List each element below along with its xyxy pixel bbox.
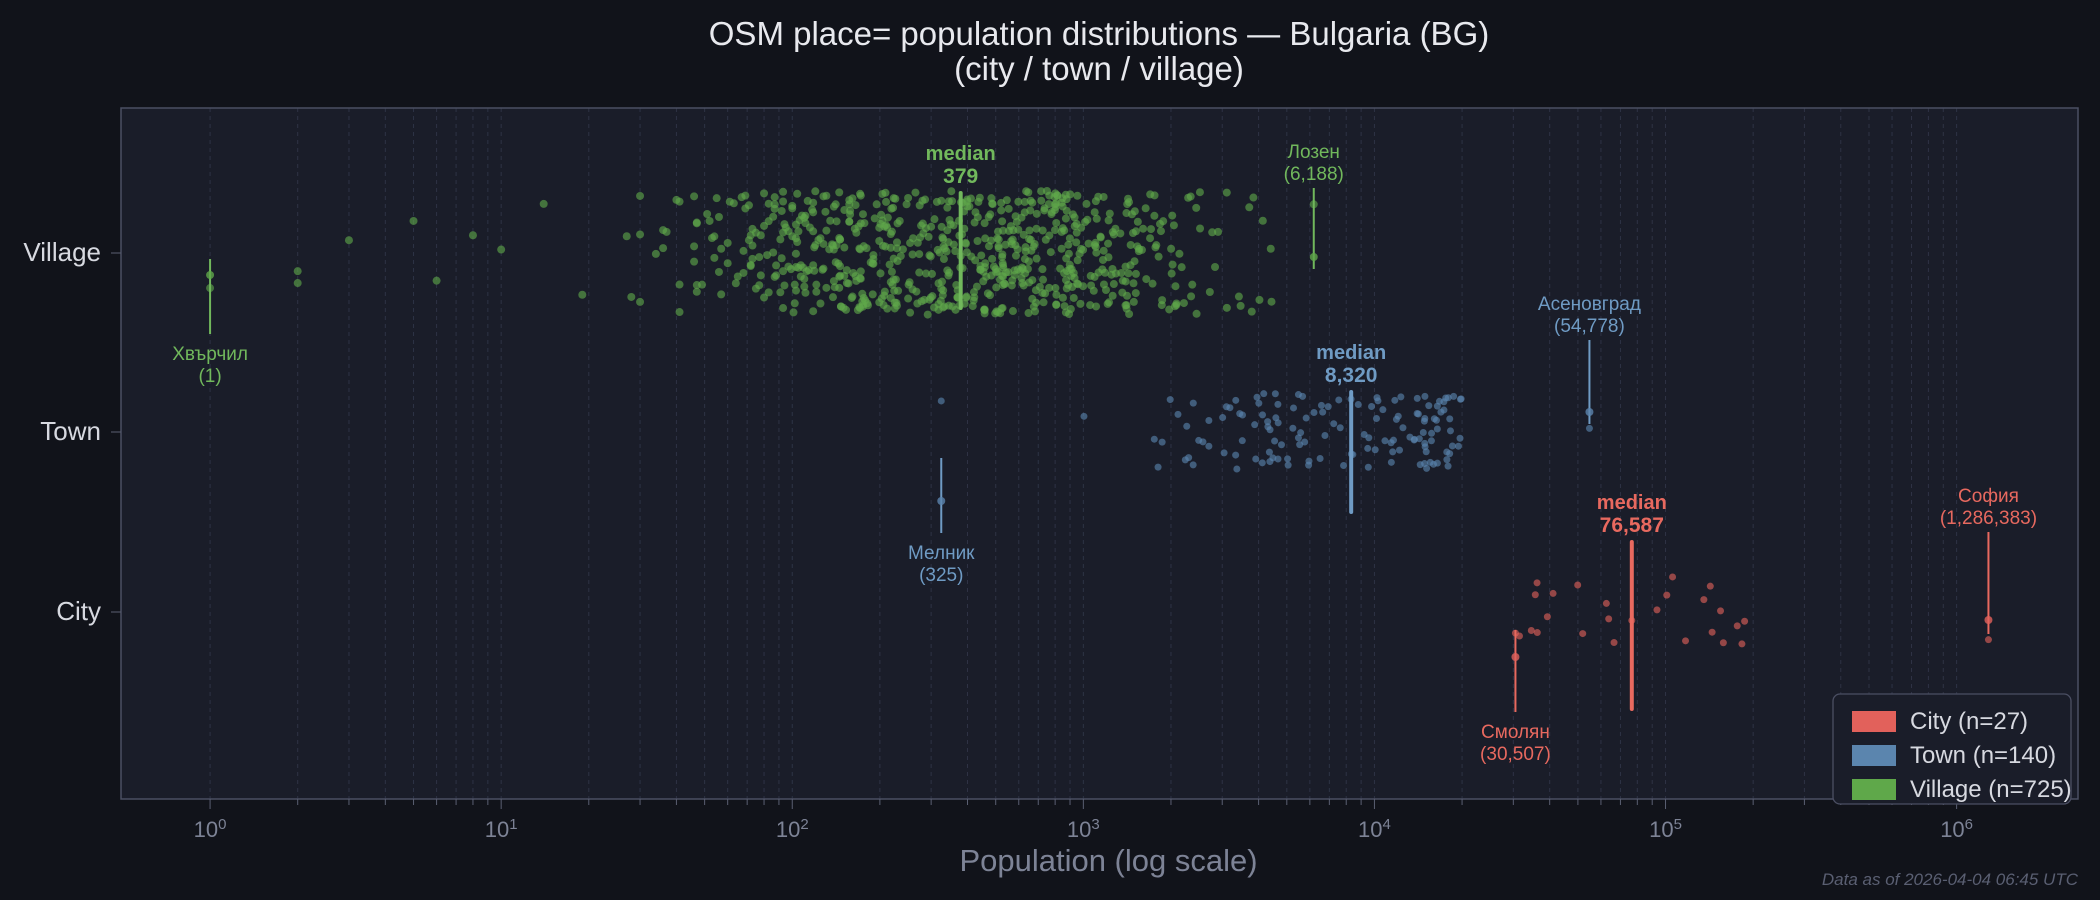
svg-text:Асеновград: Асеновград — [1538, 294, 1641, 315]
svg-text:Village (n=725): Village (n=725) — [1910, 776, 2072, 803]
svg-text:(1,286,383): (1,286,383) — [1940, 508, 2037, 529]
svg-text:Хвърчил: Хвърчил — [172, 344, 248, 365]
svg-text:(1): (1) — [198, 366, 221, 387]
svg-text:median: median — [926, 143, 996, 165]
svg-text:City (n=27): City (n=27) — [1910, 708, 2028, 735]
svg-text:8,320: 8,320 — [1325, 364, 1378, 387]
svg-text:Village: Village — [23, 237, 101, 267]
svg-text:София: София — [1958, 486, 2019, 507]
svg-text:Town: Town — [40, 416, 101, 446]
svg-text:OSM place= population distribu: OSM place= population distributions — Bu… — [709, 15, 1489, 52]
svg-text:(325): (325) — [919, 565, 963, 586]
svg-text:(6,188): (6,188) — [1284, 164, 1344, 185]
svg-text:Мелник: Мелник — [908, 543, 975, 564]
svg-text:(54,778): (54,778) — [1554, 316, 1625, 337]
svg-text:median: median — [1597, 492, 1667, 514]
svg-text:Лозен: Лозен — [1288, 142, 1340, 163]
svg-text:Data as of 2026-04-04 06:45 UT: Data as of 2026-04-04 06:45 UTC — [1822, 870, 2079, 889]
svg-text:379: 379 — [943, 165, 978, 188]
svg-text:Town (n=140): Town (n=140) — [1910, 742, 2056, 769]
svg-text:City: City — [56, 596, 101, 626]
svg-text:(city / town / village): (city / town / village) — [954, 50, 1244, 87]
svg-text:(30,507): (30,507) — [1480, 744, 1551, 765]
svg-text:Population (log scale): Population (log scale) — [959, 843, 1257, 878]
svg-text:Смолян: Смолян — [1481, 722, 1550, 743]
svg-text:median: median — [1316, 342, 1386, 364]
svg-text:76,587: 76,587 — [1600, 514, 1664, 537]
